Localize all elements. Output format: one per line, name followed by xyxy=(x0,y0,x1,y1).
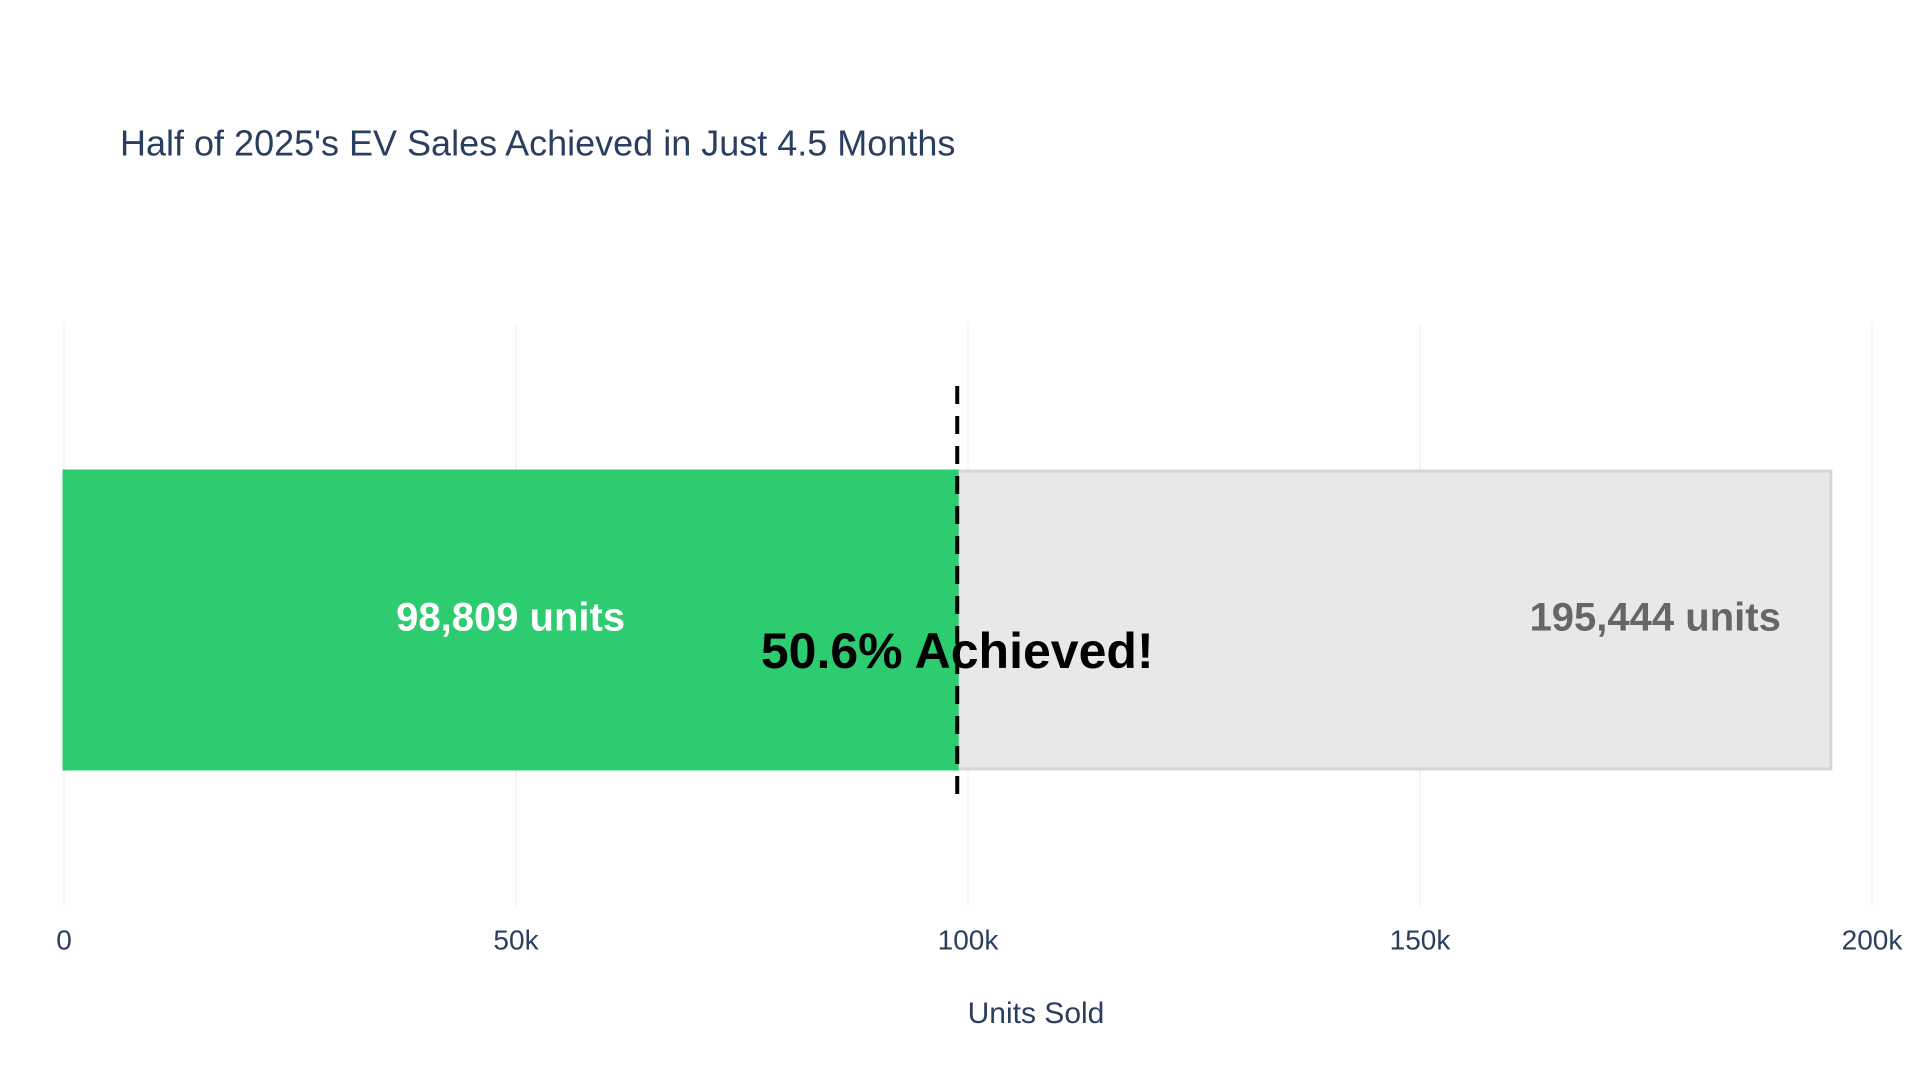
x-tick-label: 100k xyxy=(938,924,1000,955)
data-label: 98,809 units xyxy=(396,596,625,640)
chart-title: Half of 2025's EV Sales Achieved in Just… xyxy=(120,123,955,164)
x-tick-label: 0 xyxy=(56,924,72,955)
data-label: 195,444 units xyxy=(1530,596,1781,640)
x-tick-label: 50k xyxy=(493,924,539,955)
x-axis-title: Units Sold xyxy=(968,997,1105,1030)
bar xyxy=(62,469,959,771)
x-tick-label: 150k xyxy=(1390,924,1452,955)
x-tick-label: 200k xyxy=(1842,924,1904,955)
annotation: 50.6% Achieved! xyxy=(761,623,1154,679)
